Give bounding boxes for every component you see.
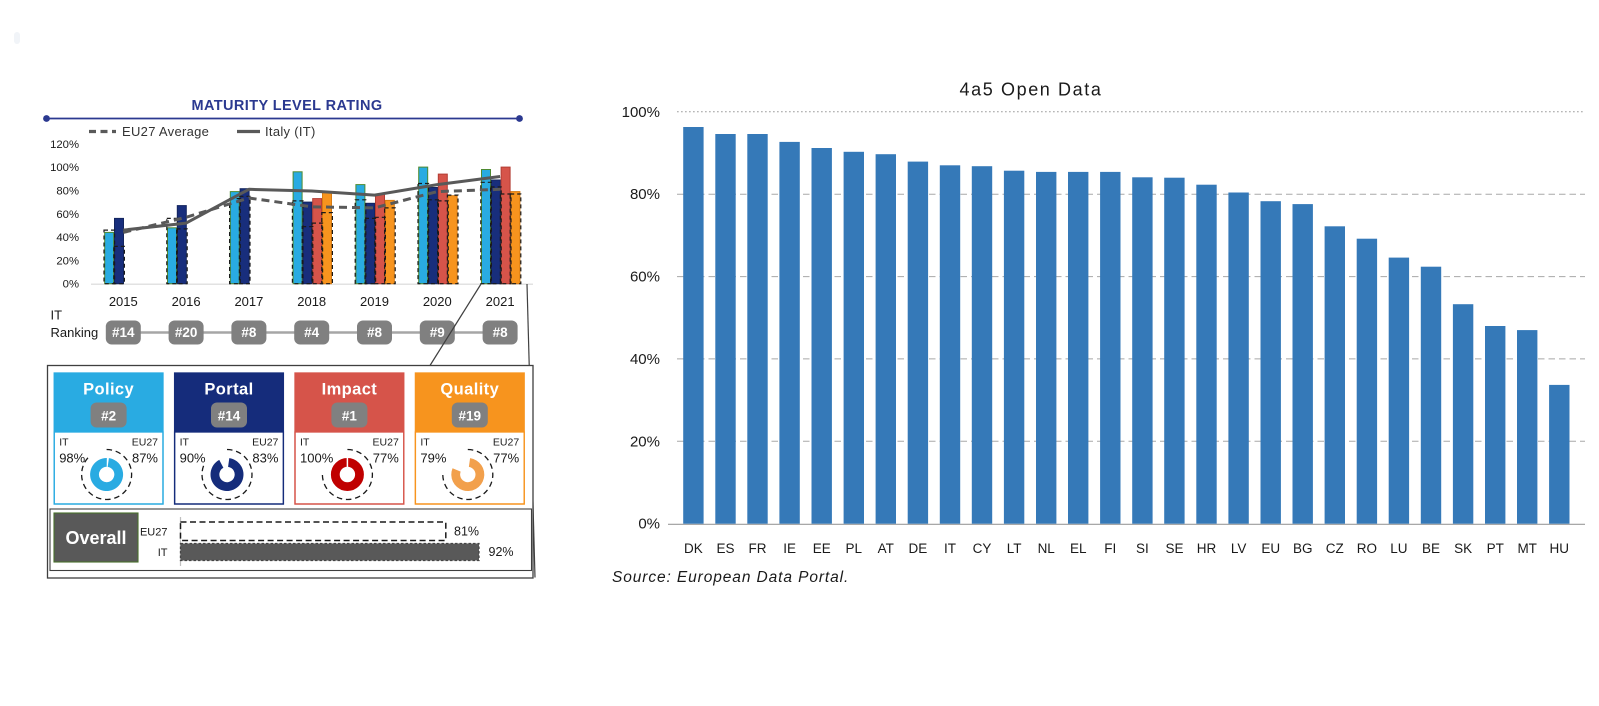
svg-text:2018: 2018 [297,294,326,309]
svg-text:SI: SI [1136,541,1149,556]
svg-text:EL: EL [1070,541,1087,556]
svg-text:Ranking: Ranking [51,325,99,340]
svg-text:#8: #8 [367,325,383,340]
svg-text:87%: 87% [132,451,158,466]
svg-text:AT: AT [878,541,894,556]
svg-text:ES: ES [716,541,734,556]
svg-text:LU: LU [1390,541,1407,556]
svg-text:EU27: EU27 [140,527,168,539]
svg-text:IT: IT [420,437,430,449]
svg-text:DE: DE [909,541,928,556]
svg-text:80%: 80% [630,186,660,203]
svg-text:DK: DK [684,541,703,556]
svg-text:EU27: EU27 [252,437,278,449]
svg-text:LV: LV [1231,541,1247,556]
svg-text:40%: 40% [630,351,660,368]
svg-text:SK: SK [1454,541,1472,556]
svg-text:SE: SE [1165,541,1183,556]
svg-text:RO: RO [1357,541,1377,556]
svg-text:EU27: EU27 [493,437,519,449]
svg-text:100%: 100% [300,451,334,466]
svg-text:#14: #14 [112,325,135,340]
svg-text:#19: #19 [459,409,482,424]
svg-text:100%: 100% [50,162,79,174]
svg-text:IT: IT [59,437,69,449]
svg-text:Quality: Quality [440,381,499,399]
svg-text:IT: IT [300,437,310,449]
svg-text:BG: BG [1293,541,1313,556]
svg-text:IT: IT [944,541,956,556]
svg-text:MATURITY LEVEL RATING: MATURITY LEVEL RATING [192,98,383,114]
svg-text:PL: PL [846,541,863,556]
svg-text:20%: 20% [630,433,660,450]
svg-text:EU27: EU27 [132,437,158,449]
svg-text:IT: IT [51,308,63,323]
svg-text:0%: 0% [638,516,660,533]
svg-text:#20: #20 [175,325,198,340]
svg-text:FR: FR [749,541,767,556]
svg-text:Portal: Portal [204,381,253,399]
svg-text:BE: BE [1422,541,1440,556]
svg-text:HU: HU [1550,541,1570,556]
svg-text:2017: 2017 [234,294,263,309]
svg-text:CY: CY [973,541,992,556]
svg-text:92%: 92% [489,545,514,559]
svg-text:Source: European Data Portal.: Source: European Data Portal. [612,569,849,586]
svg-text:2015: 2015 [109,294,138,309]
svg-text:20%: 20% [56,255,79,267]
svg-text:98%: 98% [59,451,85,466]
svg-text:77%: 77% [493,451,519,466]
svg-text:Overall: Overall [65,528,126,548]
svg-text:100%: 100% [622,104,660,121]
svg-text:EU27: EU27 [373,437,399,449]
svg-text:#14: #14 [218,409,241,424]
svg-text:CZ: CZ [1326,541,1344,556]
svg-text:4a5 Open Data: 4a5 Open Data [960,80,1103,100]
svg-text:NL: NL [1038,541,1056,556]
svg-text:HR: HR [1197,541,1217,556]
svg-text:#8: #8 [493,325,509,340]
svg-text:79%: 79% [420,451,446,466]
svg-text:60%: 60% [56,209,79,221]
svg-text:#1: #1 [342,409,358,424]
svg-text:IE: IE [783,541,796,556]
svg-text:40%: 40% [56,232,79,244]
svg-text:81%: 81% [454,525,479,539]
svg-text:60%: 60% [630,269,660,286]
svg-text:IT: IT [180,437,190,449]
svg-text:#4: #4 [304,325,320,340]
svg-text:2021: 2021 [486,294,515,309]
svg-text:PT: PT [1487,541,1504,556]
svg-text:80%: 80% [56,186,79,198]
svg-text:#8: #8 [241,325,257,340]
svg-text:Policy: Policy [83,381,134,399]
svg-text:2016: 2016 [172,294,201,309]
svg-text:90%: 90% [180,451,206,466]
svg-text:EU: EU [1261,541,1280,556]
svg-text:Italy (IT): Italy (IT) [265,124,316,139]
svg-text:EU27 Average: EU27 Average [122,124,209,139]
svg-text:FI: FI [1104,541,1116,556]
svg-text:MT: MT [1517,541,1537,556]
svg-text:2019: 2019 [360,294,389,309]
svg-text:83%: 83% [252,451,278,466]
svg-text:77%: 77% [373,451,399,466]
svg-text:#2: #2 [101,409,116,424]
svg-text:LT: LT [1007,541,1022,556]
svg-text:EE: EE [813,541,831,556]
svg-text:2020: 2020 [423,294,452,309]
svg-text:120%: 120% [50,139,79,151]
svg-text:#9: #9 [430,325,445,340]
svg-text:Impact: Impact [322,381,378,399]
svg-text:IT: IT [158,547,168,559]
svg-text:0%: 0% [63,279,79,291]
